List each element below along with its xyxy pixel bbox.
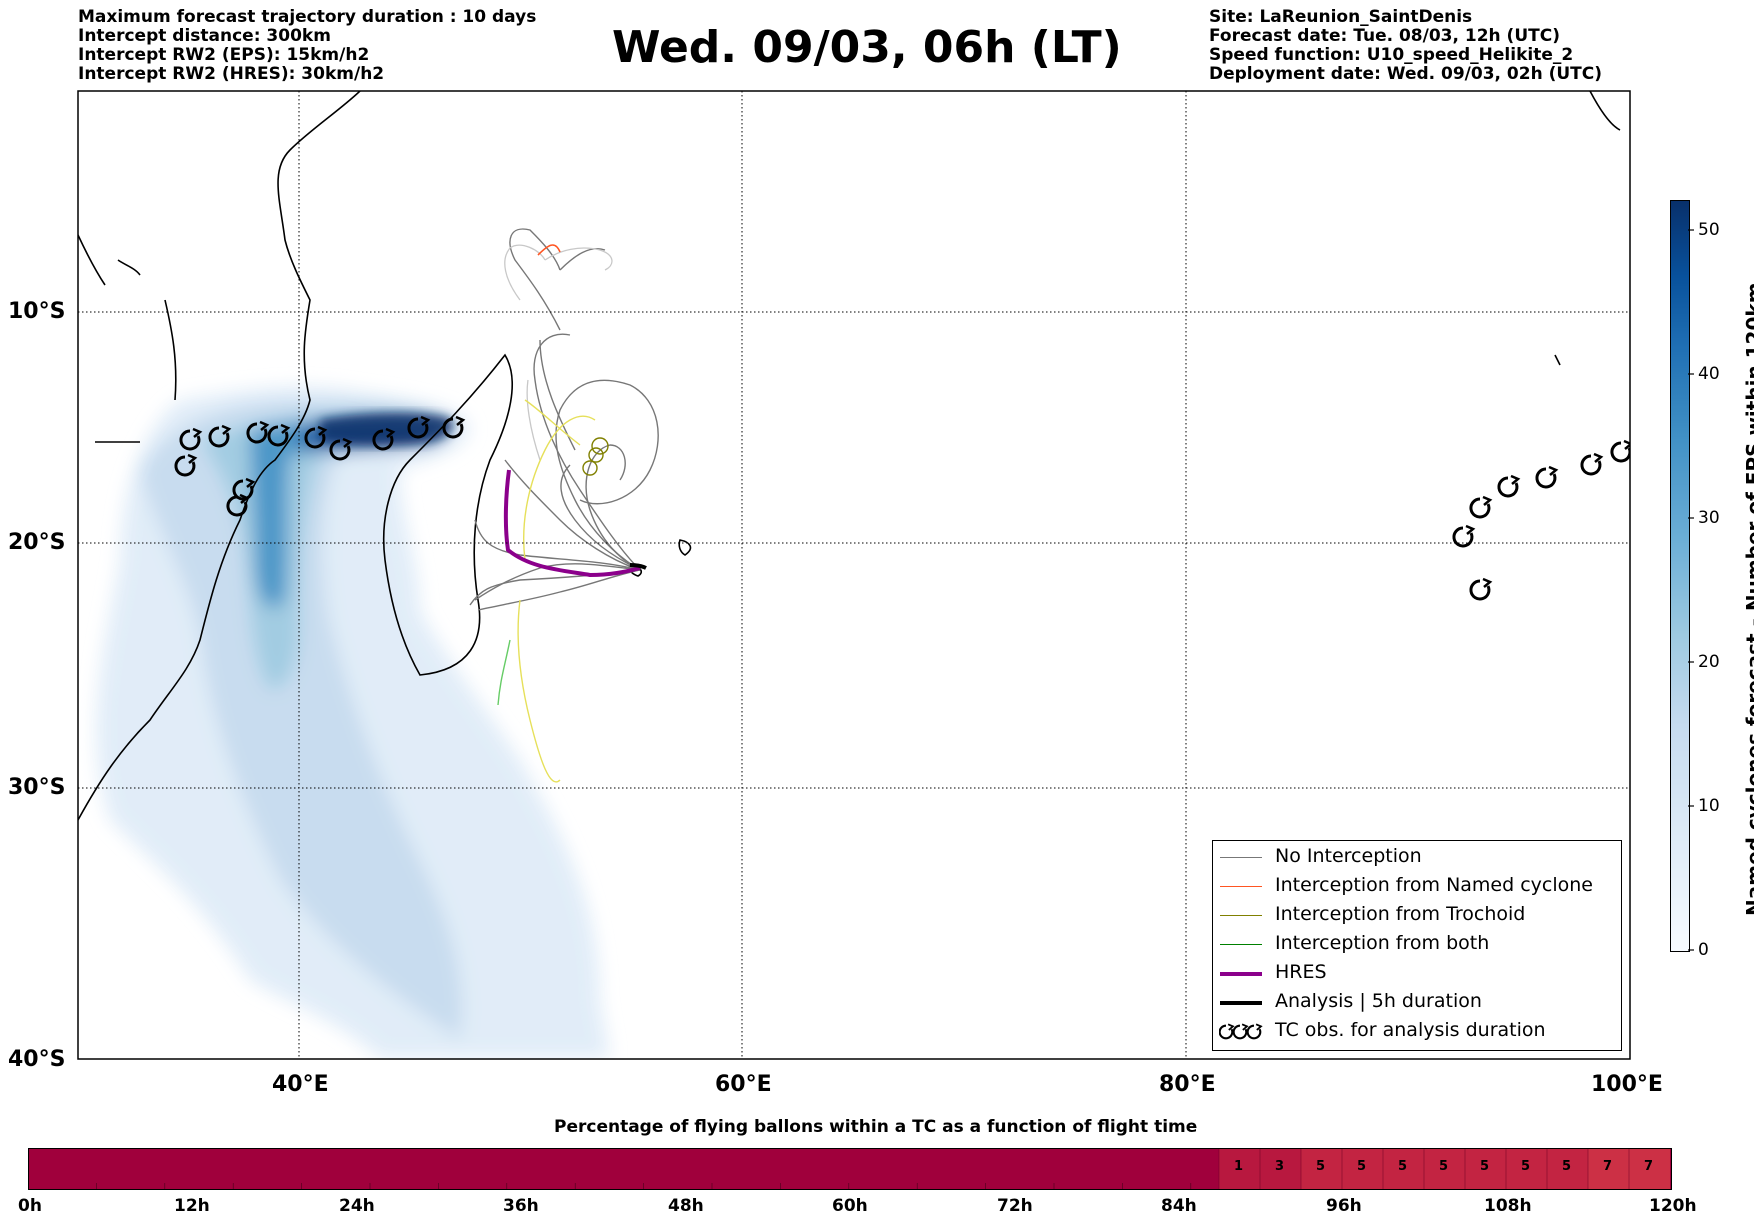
time-tick-label: 84h <box>1161 1196 1197 1216</box>
colorbar-tick-label: 40 <box>1698 364 1720 384</box>
lat-tick-label: 30°S <box>8 775 66 800</box>
legend-label: No Interception <box>1275 845 1422 867</box>
lon-tick-label: 60°E <box>715 1072 772 1097</box>
trajectories-trochoid <box>582 437 609 476</box>
time-tick-label: 36h <box>503 1196 539 1216</box>
legend-swatch <box>1220 915 1262 916</box>
header-left-line: Maximum forecast trajectory duration : 1… <box>78 7 537 27</box>
colorbar <box>1670 200 1690 952</box>
legend-label: Interception from both <box>1275 932 1490 954</box>
hres-track <box>503 469 641 578</box>
legend-item: HRES <box>1213 959 1621 988</box>
colorbar-tick-label: 0 <box>1698 940 1709 960</box>
time-tick-label: 120h <box>1649 1196 1697 1216</box>
legend-item: Interception from Named cyclone <box>1213 872 1621 901</box>
time-tick-label: 0h <box>18 1196 42 1216</box>
map-frame <box>77 90 1631 1060</box>
percentage-cell-value: 5 <box>1521 1159 1531 1174</box>
percentage-cell-value: 3 <box>1275 1159 1285 1174</box>
header-left-line: Intercept RW2 (EPS): 15km/h2 <box>78 45 370 65</box>
legend-label: Interception from Named cyclone <box>1275 874 1593 896</box>
lon-tick-label: 80°E <box>1159 1072 1216 1097</box>
legend-swatch <box>1220 944 1262 945</box>
time-tick-label: 24h <box>339 1196 375 1216</box>
time-tick-label: 72h <box>997 1196 1033 1216</box>
colorbar-label: Named cyclones forecast - Number of EPS … <box>1742 282 1754 916</box>
legend-swatch <box>1220 857 1262 858</box>
trajectory-named-cyclone <box>537 244 561 256</box>
percentage-cell-value: 1 <box>1234 1159 1244 1174</box>
header-right-line: Deployment date: Wed. 09/03, 02h (UTC) <box>1209 64 1603 84</box>
time-tick-label: 12h <box>174 1196 210 1216</box>
trajectory-both <box>497 639 511 706</box>
legend-item: Analysis | 5h duration <box>1213 988 1621 1017</box>
lat-tick-label: 40°S <box>8 1047 66 1072</box>
percentage-bar-cells <box>96 1149 1670 1190</box>
time-tick-label: 48h <box>668 1196 704 1216</box>
colorbar-tick-label: 50 <box>1698 220 1720 240</box>
lon-tick-label: 100°E <box>1591 1072 1663 1097</box>
map-legend: No Interception Interception from Named … <box>1212 840 1622 1051</box>
legend-item: No Interception <box>1213 843 1621 872</box>
analysis-track <box>629 563 647 570</box>
legend-item: Interception from both <box>1213 930 1621 959</box>
legend-swatch <box>1220 886 1262 887</box>
legend-item: TC obs. for analysis duration <box>1213 1017 1621 1046</box>
header-left-line: Intercept RW2 (HRES): 30km/h2 <box>78 64 385 84</box>
percentage-cell-value: 7 <box>1644 1159 1654 1174</box>
header-right-line: Speed function: U10_speed_Helikite_2 <box>1209 45 1574 65</box>
legend-label: HRES <box>1275 961 1327 983</box>
percentage-bar-title: Percentage of flying ballons within a TC… <box>554 1117 1198 1137</box>
time-tick-label: 60h <box>832 1196 868 1216</box>
header-right: Site: LaReunion_SaintDenis Forecast date… <box>1209 8 1602 84</box>
header-left: Maximum forecast trajectory duration : 1… <box>78 8 536 84</box>
legend-label: Interception from Trochoid <box>1275 903 1526 925</box>
legend-item: Interception from Trochoid <box>1213 901 1621 930</box>
header-right-line: Site: LaReunion_SaintDenis <box>1209 7 1473 27</box>
percentage-cell-value: 5 <box>1398 1159 1408 1174</box>
map-grid <box>78 91 1630 1059</box>
legend-swatch <box>1220 1001 1262 1005</box>
page-title: Wed. 09/03, 06h (LT) <box>612 22 1122 73</box>
lat-tick-label: 20°S <box>8 530 66 555</box>
header-left-line: Intercept distance: 300km <box>78 26 331 46</box>
lat-tick-label: 10°S <box>8 299 66 324</box>
trajectories-yellow <box>517 399 596 783</box>
colorbar-tick-label: 10 <box>1698 796 1720 816</box>
legend-swatch <box>1220 972 1262 976</box>
time-tick-label: 108h <box>1484 1196 1532 1216</box>
lon-tick-label: 40°E <box>272 1072 329 1097</box>
tc-obs-icon <box>1219 1023 1263 1040</box>
percentage-cell-value: 5 <box>1480 1159 1490 1174</box>
colorbar-ticks <box>1688 229 1694 951</box>
legend-label: TC obs. for analysis duration <box>1275 1019 1546 1041</box>
percentage-bar-highlight-cells <box>1219 1149 1670 1189</box>
percentage-cell-value: 7 <box>1603 1159 1613 1174</box>
percentage-cell-value: 5 <box>1562 1159 1572 1174</box>
coastlines <box>78 91 1621 821</box>
percentage-cell-value: 5 <box>1439 1159 1449 1174</box>
percentage-cell-value: 5 <box>1357 1159 1367 1174</box>
header-right-line: Forecast date: Tue. 08/03, 12h (UTC) <box>1209 26 1560 46</box>
colorbar-tick-label: 30 <box>1698 508 1720 528</box>
colorbar-tick-label: 20 <box>1698 652 1720 672</box>
time-tick-label: 96h <box>1326 1196 1362 1216</box>
percentage-cell-value: 5 <box>1316 1159 1326 1174</box>
percentage-cell-values: 1 3 5 5 5 5 5 5 5 7 7 <box>1219 1159 1653 1179</box>
legend-label: Analysis | 5h duration <box>1275 990 1482 1012</box>
